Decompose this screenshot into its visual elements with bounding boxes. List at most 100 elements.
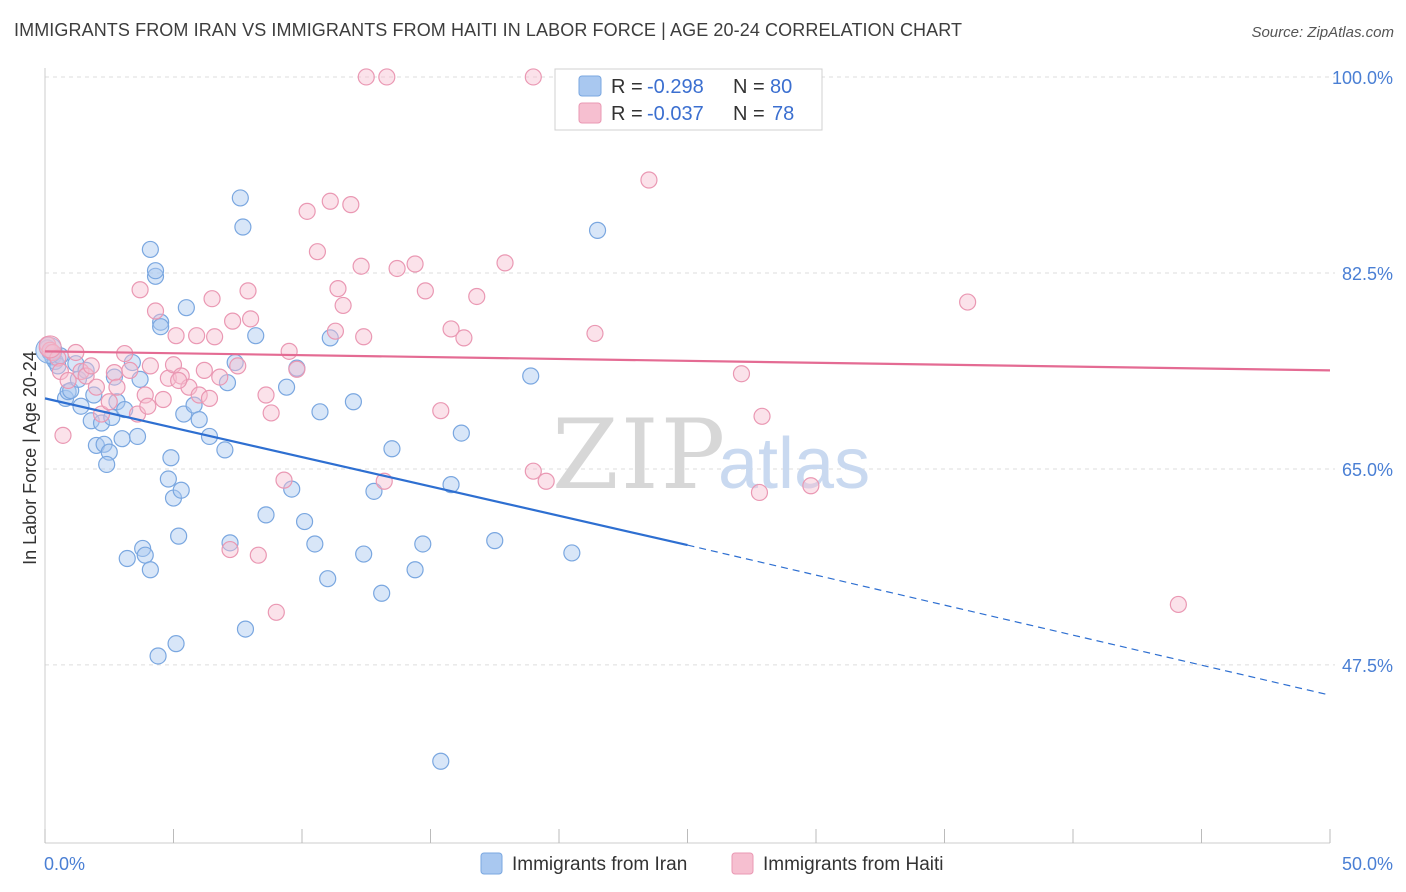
haiti-point [239,282,257,300]
iran-point [172,481,190,499]
y-tick-label: 65.0% [1342,460,1393,480]
haiti-point [211,368,229,386]
iran-point [146,262,165,280]
haiti-point [321,192,339,210]
iran-point [190,411,208,429]
iran-point [236,620,255,638]
haiti-point [640,171,658,189]
iran-point [257,506,275,524]
legend-swatch-haiti [578,102,602,124]
legend-r-value-haiti: -0.037 [647,103,704,125]
haiti-point [329,280,347,298]
haiti-point [750,483,769,502]
iran-point [152,318,170,336]
legend-r-label-haiti: R = [611,103,643,125]
iran-point [170,527,188,545]
haiti-point [242,310,260,328]
series-haiti-points [38,68,1187,621]
bottom-legend-label-haiti: Immigrants from Haiti [763,854,944,875]
iran-point [128,427,147,446]
haiti-point [190,386,208,404]
series-legend: Immigrants from Iran Immigrants from Hai… [480,852,944,875]
iran-point [277,378,296,396]
watermark-zip: ZIP [552,399,727,511]
haiti-point [496,254,514,272]
haiti-point [275,471,293,489]
trend-lines [44,350,1331,696]
iran-point [216,441,234,459]
legend-swatch-iran [578,75,602,97]
haiti-point [732,365,751,383]
y-axis-label: In Labor Force | Age 20-24 [20,351,40,565]
source-label: Source: ZipAtlas.com [1251,24,1394,41]
iran-point [105,368,123,386]
haiti-point [257,386,275,404]
haiti-point [326,322,345,340]
x-tick-labels: 0.0% 50.0% [44,854,1393,874]
bottom-legend-swatch-iran [480,852,503,875]
haiti-point [342,196,360,214]
iran-trend-line-extension [687,544,1331,696]
axes [44,68,1331,844]
iran-point [146,267,165,285]
iran-point [522,367,540,385]
iran-point [149,647,167,665]
iran-point [152,313,170,331]
iran-point [98,455,116,474]
haiti-point [141,357,159,375]
haiti-point [121,361,139,379]
iran-point [167,635,185,653]
grid-lines [45,76,1335,666]
haiti-point [288,360,306,378]
y-tick-label: 100.0% [1332,68,1393,88]
legend-n-value-iran: 80 [770,76,792,98]
haiti-point [524,462,542,480]
haiti-point [200,389,219,407]
iran-point [82,412,100,430]
iran-point [306,535,324,553]
iran-point [373,584,391,602]
iran-point [311,403,329,421]
y-tick-label: 47.5% [1342,656,1393,676]
iran-point [344,393,362,411]
haiti-point [139,397,157,415]
haiti-point [146,302,165,320]
iran-point [221,534,239,552]
iran-point [406,561,424,579]
iran-point [319,570,337,588]
iran-point [486,532,504,550]
iran-point [234,218,252,236]
iran-point [432,752,450,770]
haiti-point [188,327,206,345]
iran-point [231,189,249,207]
iran-point [118,549,136,568]
haiti-point [586,324,604,343]
haiti-point [154,390,172,409]
series-iran-points [35,189,607,770]
haiti-point [352,257,370,275]
haiti-point [100,393,118,411]
haiti-point [59,371,77,390]
haiti-point [224,312,242,330]
iran-point [452,424,470,442]
y-tick-label: 82.5% [1342,264,1393,284]
haiti-point [355,328,373,346]
haiti-point [334,296,352,315]
haiti-point [1169,595,1187,614]
haiti-point [455,329,473,347]
haiti-point [229,357,247,375]
haiti-point [170,371,188,390]
haiti-point [378,68,396,86]
haiti-point [959,293,977,311]
iran-point [159,470,177,488]
legend-n-value-haiti: 78 [772,103,794,125]
iran-point [113,430,131,448]
haiti-point [221,540,239,559]
iran-point [177,299,195,317]
haiti-trend-line [44,350,1331,372]
haiti-point [308,243,327,261]
legend-r-value-iran: -0.298 [647,76,704,98]
haiti-point [54,426,72,444]
iran-trend-line [44,397,688,547]
haiti-point [203,290,221,308]
